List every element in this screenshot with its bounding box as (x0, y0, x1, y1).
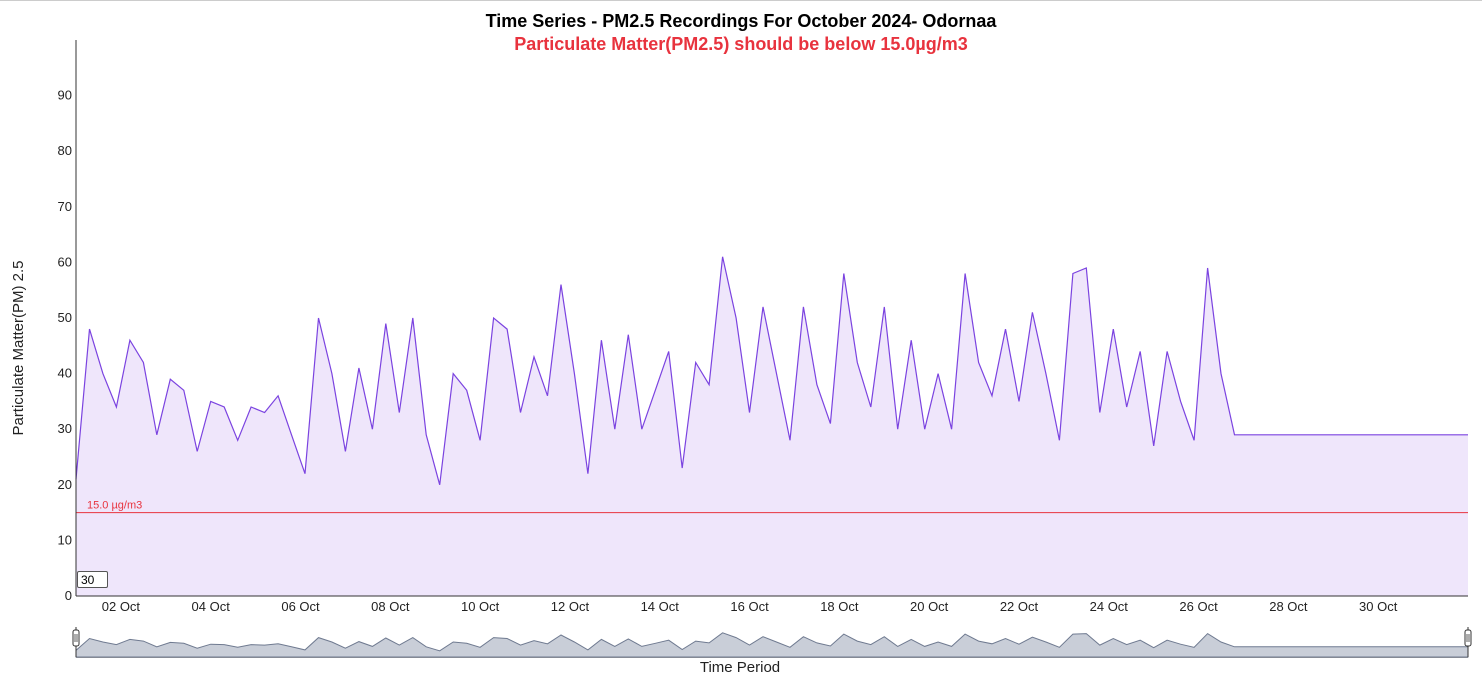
x-tick-label: 02 Oct (102, 599, 141, 614)
plot-area: 15.0 µg/m3 (75, 256, 1468, 596)
y-tick-label: 90 (58, 88, 72, 103)
y-tick-label: 10 (58, 532, 72, 547)
x-tick-label: 20 Oct (910, 599, 949, 614)
y-tick-label: 60 (58, 254, 72, 269)
y-tick-label: 0 (65, 588, 72, 603)
x-tick-label: 12 Oct (551, 599, 590, 614)
x-tick-label: 08 Oct (371, 599, 410, 614)
x-axis-title: Time Period (700, 659, 780, 676)
range-navigator[interactable] (72, 627, 1472, 658)
x-tick-label: 14 Oct (641, 599, 680, 614)
x-tick-label: 16 Oct (730, 599, 769, 614)
y-tick-label: 30 (58, 421, 72, 436)
y-axis-title: Particulate Matter(PM) 2.5 (10, 260, 27, 435)
x-tick-label: 18 Oct (820, 599, 859, 614)
navigator-left-handle[interactable] (72, 629, 80, 647)
rolling-period-input[interactable]: 30 (77, 571, 108, 588)
x-tick-label: 28 Oct (1269, 599, 1308, 614)
y-tick-label: 70 (58, 199, 72, 214)
top-border (0, 0, 1482, 1)
threshold-label: 15.0 µg/m3 (87, 500, 142, 512)
x-tick-label: 06 Oct (281, 599, 320, 614)
x-tick-label: 22 Oct (1000, 599, 1039, 614)
series-area (76, 256, 1468, 596)
series-line (75, 256, 1468, 485)
y-axis: 0 10 20 30 40 50 60 70 80 90 (58, 40, 77, 603)
x-tick-label: 26 Oct (1179, 599, 1218, 614)
y-tick-label: 20 (58, 477, 72, 492)
y-tick-label: 40 (58, 366, 72, 381)
chart-subtitle: Particulate Matter(PM2.5) should be belo… (514, 34, 968, 54)
chart-title: Time Series - PM2.5 Recordings For Octob… (485, 11, 997, 31)
navigator-area (75, 632, 1469, 658)
x-tick-label: 24 Oct (1090, 599, 1129, 614)
x-axis: 02 Oct 04 Oct 06 Oct 08 Oct 10 Oct 12 Oct 14 O… (76, 595, 1468, 614)
x-tick-label: 04 Oct (192, 599, 231, 614)
navigator-right-handle[interactable] (1464, 629, 1472, 647)
y-tick-label: 50 (58, 310, 72, 325)
x-tick-label: 30 Oct (1359, 599, 1398, 614)
x-tick-label: 10 Oct (461, 599, 500, 614)
y-tick-label: 80 (58, 143, 72, 158)
